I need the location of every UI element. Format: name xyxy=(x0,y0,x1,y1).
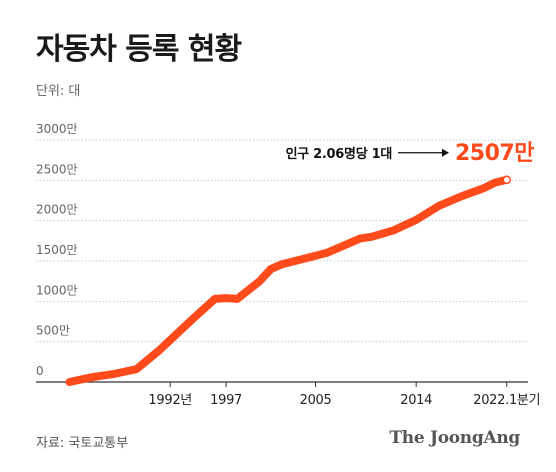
chart-title: 자동차 등록 현황 xyxy=(36,32,242,67)
x-tick-label: 2005 xyxy=(300,393,332,408)
y-tick-labels: 0 500만 1000만 1500만 2000만 2500만 3000만 xyxy=(36,122,78,378)
unit-label: 단위: 대 xyxy=(36,84,81,99)
y-tick-label: 3000만 xyxy=(36,122,78,136)
x-tick-label: 1997 xyxy=(210,393,242,408)
end-point-marker xyxy=(502,175,512,185)
x-axis xyxy=(36,381,528,387)
annotation-text: 인구 2.06명당 1대 xyxy=(286,146,392,162)
y-tick-label: 1500만 xyxy=(36,243,78,257)
x-tick-label: 1992년 xyxy=(148,393,192,408)
source-note: 자료: 국토교통부 xyxy=(36,436,129,451)
x-tick-label: 2022.1분기 xyxy=(473,393,540,408)
x-tick-label: 2014 xyxy=(400,393,432,408)
y-tick-label: 2500만 xyxy=(36,162,78,176)
annotation: 인구 2.06명당 1대 2507만 xyxy=(286,141,535,166)
grid-lines xyxy=(36,139,528,343)
series-layer xyxy=(65,175,512,386)
annotation-value: 2507만 xyxy=(455,141,534,166)
annotation-arrow-head xyxy=(442,148,449,157)
series-line xyxy=(65,175,511,386)
y-tick-label: 0 xyxy=(36,364,44,378)
y-tick-label: 500만 xyxy=(36,324,70,338)
publisher-credit: The JoongAng xyxy=(389,428,520,448)
line-chart: 0 500만 1000만 1500만 2000만 2500만 3000만 1992년 1997… xyxy=(36,122,541,408)
y-tick-label: 1000만 xyxy=(36,283,78,297)
y-tick-label: 2000만 xyxy=(36,203,78,217)
x-tick-labels: 1992년 1997 2005 2014 2022.1분기 xyxy=(148,393,540,408)
